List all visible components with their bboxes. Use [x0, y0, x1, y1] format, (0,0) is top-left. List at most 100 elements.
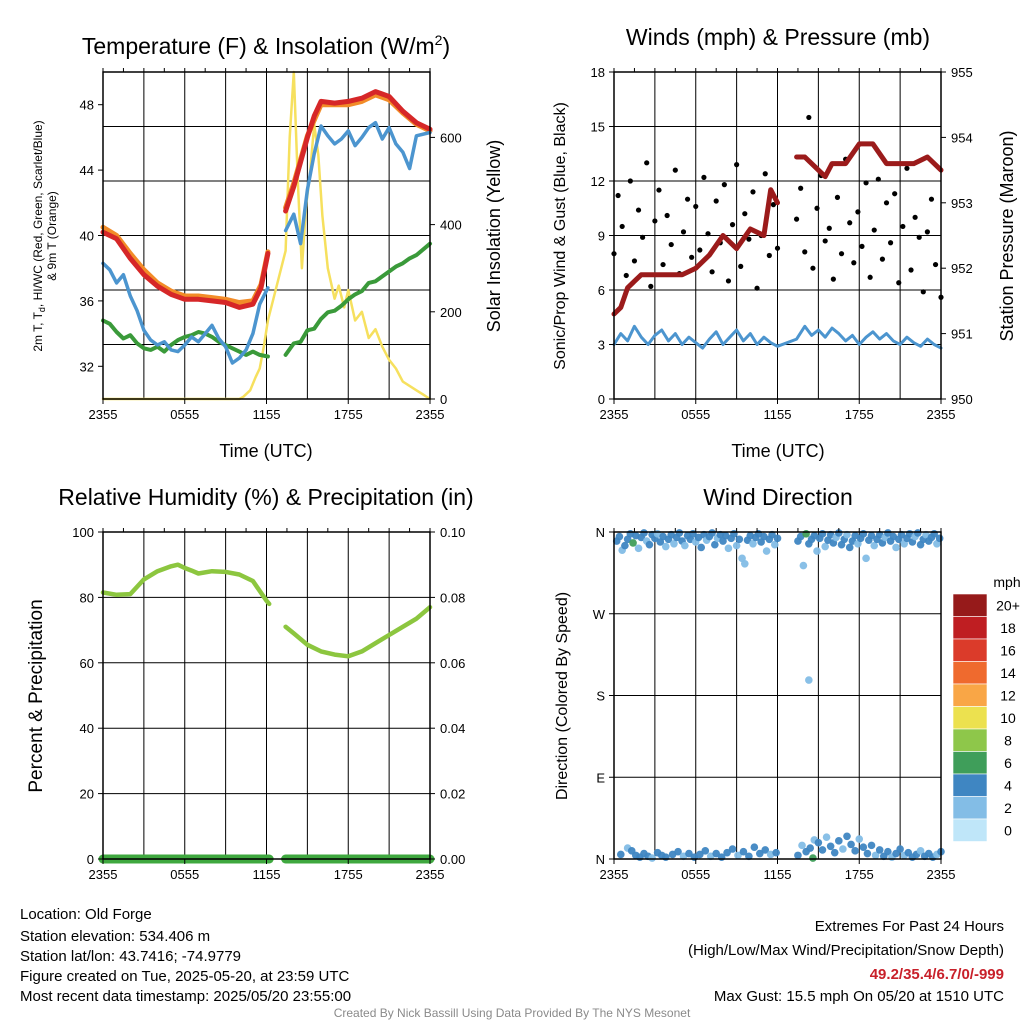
- gust-point: [928, 196, 935, 202]
- recent-timestamp: Most recent data timestamp: 2025/05/20 2…: [20, 988, 352, 1005]
- legend-label: 8: [1004, 732, 1012, 748]
- gust-point: [863, 180, 869, 186]
- y-tick-label: 40: [80, 721, 94, 736]
- x-tick-label: 0555: [170, 407, 199, 422]
- legend-swatch: [952, 728, 988, 752]
- y-tick-label: 12: [591, 174, 605, 189]
- direction-point: [814, 838, 823, 847]
- gust-point: [875, 176, 881, 182]
- y-tick-label: 6: [598, 283, 605, 298]
- direction-point: [830, 848, 839, 857]
- gust-point: [838, 251, 845, 257]
- direction-point: [843, 832, 851, 841]
- gust-point: [802, 249, 808, 255]
- series-heat_index_wind_chill: [101, 261, 270, 365]
- series-dewpoint: [283, 241, 432, 357]
- direction-point: [739, 847, 748, 856]
- gust-point: [855, 209, 861, 215]
- x-tick-label: 0555: [681, 407, 710, 422]
- extremes-values: 49.2/35.4/6.7/0/-999: [869, 966, 1004, 983]
- gust-point: [664, 212, 670, 219]
- gust-point: [920, 289, 926, 295]
- y-tick-label: 32: [80, 359, 94, 374]
- gust-point: [806, 114, 812, 121]
- direction-point: [884, 847, 892, 856]
- y2-tick-label: 951: [951, 327, 973, 342]
- direction-point: [681, 541, 689, 550]
- x-tick-label: 2355: [600, 867, 629, 882]
- gust-point: [652, 218, 658, 224]
- direction-point: [799, 561, 808, 570]
- station-elevation: Station elevation: 534.406 m: [20, 928, 211, 945]
- gust-point: [660, 261, 666, 268]
- legend-label: 4: [1004, 777, 1012, 793]
- direction-point: [670, 540, 678, 548]
- direction-point: [839, 845, 847, 853]
- chart-title: Wind Direction: [703, 484, 853, 510]
- gust-point: [713, 198, 719, 204]
- direction-point: [809, 854, 817, 862]
- y-tick-label: 15: [591, 120, 605, 135]
- gust-point: [623, 272, 629, 279]
- direction-point: [648, 854, 656, 862]
- gust-point: [701, 174, 707, 180]
- direction-point: [821, 542, 829, 551]
- gust-point: [725, 278, 732, 284]
- gust-point: [774, 245, 781, 251]
- extremes-heading: Extremes For Past 24 Hours: [814, 918, 1004, 935]
- direction-point: [745, 852, 753, 861]
- gust-point: [830, 276, 836, 282]
- direction-point: [621, 541, 629, 550]
- direction-point: [750, 843, 759, 851]
- direction-point: [697, 543, 705, 552]
- legend-label: 20+: [996, 597, 1020, 613]
- x-tick-label: 1755: [845, 407, 874, 422]
- y2-tick-label: 0.00: [440, 852, 465, 867]
- direction-point: [813, 547, 821, 555]
- direction-point: [855, 835, 864, 843]
- gust-point: [847, 220, 853, 226]
- direction-point: [862, 554, 870, 563]
- y-tick-label: 80: [80, 590, 94, 605]
- figure-created: Figure created on Tue, 2025-05-20, at 23…: [20, 968, 350, 985]
- y-tick-label: 44: [80, 163, 94, 178]
- legend-swatch: [952, 616, 988, 640]
- direction-point: [735, 535, 744, 544]
- direction-point: [761, 846, 770, 854]
- gust-point: [851, 260, 857, 266]
- y-axis-label: Direction (Colored By Speed): [554, 592, 571, 800]
- gust-point: [750, 189, 756, 195]
- y2-tick-label: 953: [951, 196, 973, 211]
- direction-point: [674, 847, 682, 856]
- direction-point: [835, 837, 843, 845]
- y2-tick-label: 952: [951, 261, 973, 276]
- gust-point: [896, 280, 902, 286]
- gust-point: [822, 238, 828, 244]
- x-tick-label: 1155: [253, 407, 281, 422]
- direction-point: [645, 540, 654, 549]
- gust-point: [668, 241, 674, 248]
- gust-point: [826, 225, 832, 231]
- x-tick-label: 0555: [170, 867, 199, 882]
- y2-tick-label: 0.06: [440, 656, 465, 671]
- y2-axis-label: Solar Insolation (Yellow): [484, 140, 504, 332]
- direction-point: [935, 534, 944, 543]
- gust-point: [887, 240, 894, 246]
- y-tick-label: W: [593, 607, 606, 622]
- gust-point: [640, 234, 646, 240]
- y2-tick-label: 0.10: [440, 525, 465, 540]
- legend-label: 6: [1004, 755, 1012, 771]
- y2-tick-label: 0.08: [440, 590, 465, 605]
- y-tick-label: 60: [80, 656, 94, 671]
- gust-point: [644, 160, 650, 166]
- gust-point: [742, 211, 748, 217]
- gust-point: [798, 185, 804, 191]
- direction-point: [708, 529, 716, 537]
- station-latlon: Station lat/lon: 43.7416; -74.9779: [20, 948, 242, 965]
- direction-point: [772, 848, 780, 857]
- y-axis-label: Sonic/Prop Wind & Gust (Blue, Black): [552, 102, 569, 370]
- legend-label: 16: [1000, 642, 1016, 658]
- direction-point: [897, 530, 906, 539]
- x-tick-label: 0555: [681, 867, 710, 882]
